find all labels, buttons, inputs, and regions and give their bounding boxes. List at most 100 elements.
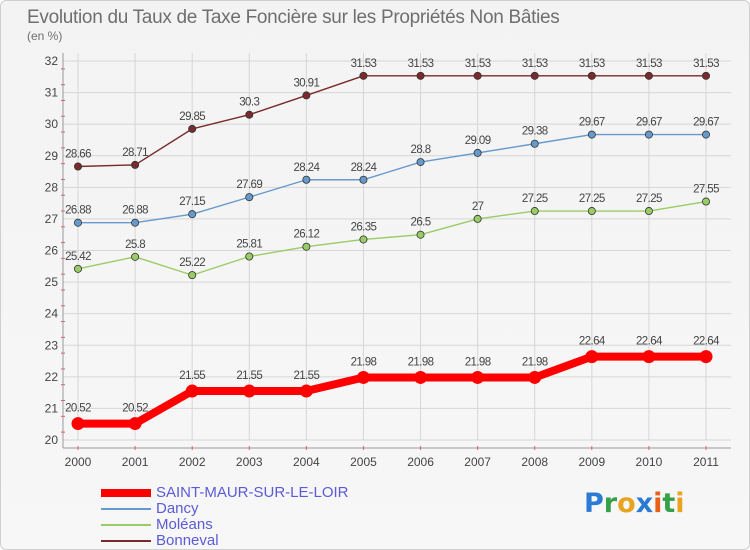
y-tick-label: 26 — [45, 244, 59, 258]
x-tick-label: 2003 — [236, 455, 263, 469]
logo-letter-i: i — [653, 488, 663, 519]
data-label-0: 21.98 — [351, 356, 377, 368]
series-point-1 — [74, 218, 83, 227]
legend-swatch-1 — [101, 508, 151, 510]
data-label-0: 22.64 — [693, 336, 720, 348]
y-tick-label: 30 — [45, 117, 59, 131]
series-point-3 — [702, 71, 711, 80]
logo-letter-t: t — [662, 488, 676, 519]
legend-item-1: Dancy — [101, 500, 401, 517]
series-point-0 — [185, 384, 199, 398]
data-label-0: 21.55 — [293, 370, 319, 382]
data-label-0: 21.98 — [408, 356, 434, 368]
data-label-2: 27.55 — [693, 184, 719, 196]
series-point-0 — [299, 384, 313, 398]
data-label-2: 27.25 — [522, 193, 548, 205]
data-label-0: 21.98 — [465, 356, 491, 368]
data-label-1: 27.69 — [236, 179, 262, 191]
series-point-3 — [644, 71, 653, 80]
logo-letter-r: r — [603, 488, 618, 519]
series-line-3 — [77, 75, 707, 168]
series-point-3 — [245, 110, 254, 119]
data-label-2: 25.8 — [125, 239, 145, 251]
data-label-2: 25.22 — [179, 257, 205, 269]
x-tick-label: 2002 — [179, 455, 206, 469]
data-label-0: 20.52 — [65, 403, 91, 415]
data-label-2: 26.5 — [411, 217, 431, 229]
series-point-3 — [473, 71, 482, 80]
legend-item-2: Moléans — [101, 516, 401, 533]
data-label-2: 26.35 — [351, 221, 377, 233]
series-line-2 — [77, 200, 707, 276]
series-point-2 — [416, 230, 425, 239]
data-label-1: 26.88 — [122, 205, 148, 217]
series-point-1 — [530, 139, 539, 148]
data-label-1: 29.09 — [465, 135, 491, 147]
data-label-3: 31.53 — [465, 58, 491, 70]
logo-letter-i-2: i — [675, 488, 685, 519]
series-point-1 — [302, 175, 311, 184]
data-label-3: 29.85 — [179, 111, 205, 123]
x-tick-label: 2006 — [407, 455, 434, 469]
series-point-3 — [302, 91, 311, 100]
data-label-2: 27.25 — [579, 193, 605, 205]
x-tick-label: 2011 — [693, 455, 719, 469]
series-point-3 — [359, 71, 368, 80]
data-label-0: 21.55 — [236, 370, 262, 382]
x-tick-label: 2000 — [65, 455, 92, 469]
data-label-2: 27.25 — [636, 193, 662, 205]
data-label-1: 29.67 — [579, 117, 605, 129]
data-label-1: 28.24 — [351, 162, 378, 174]
data-label-2: 26.12 — [293, 229, 319, 241]
proxiti-logo: Proxiti — [584, 488, 685, 519]
y-tick-label: 27 — [45, 212, 59, 226]
data-label-2: 25.42 — [65, 251, 91, 263]
data-label-2: 25.81 — [236, 239, 262, 251]
logo-letter-o: o — [617, 488, 636, 519]
y-tick-label: 31 — [45, 86, 59, 100]
chart-subtitle: (en %) — [27, 29, 63, 43]
data-label-0: 21.55 — [179, 370, 205, 382]
data-label-3: 31.53 — [636, 58, 662, 70]
series-point-0 — [242, 384, 256, 398]
data-label-1: 28.8 — [411, 144, 431, 156]
data-label-3: 28.66 — [65, 148, 91, 160]
legend-swatch-3 — [101, 540, 151, 542]
data-label-1: 26.88 — [65, 205, 91, 217]
legend-label-2: Moléans — [156, 516, 213, 533]
x-tick-label: 2007 — [464, 455, 491, 469]
series-point-0 — [528, 370, 542, 384]
data-label-0: 22.64 — [579, 336, 606, 348]
series-line-1 — [77, 133, 707, 224]
legend-swatch-2 — [101, 524, 151, 526]
series-point-3 — [74, 162, 83, 171]
data-label-0: 21.98 — [522, 356, 548, 368]
series-point-2 — [359, 235, 368, 244]
series-point-0 — [471, 370, 485, 384]
legend-item-3: Bonneval — [101, 532, 401, 549]
legend-swatch-0 — [101, 489, 151, 497]
data-label-3: 31.53 — [693, 58, 719, 70]
series-point-2 — [644, 207, 653, 216]
y-tick-label: 21 — [45, 401, 59, 415]
series-point-3 — [188, 124, 197, 133]
data-label-0: 22.64 — [636, 336, 663, 348]
x-tick-label: 2009 — [578, 455, 605, 469]
series-line-0 — [74, 352, 710, 428]
series-point-2 — [302, 242, 311, 251]
logo-letter-x: x — [635, 488, 654, 519]
series-point-2 — [131, 252, 140, 261]
series-point-2 — [587, 207, 596, 216]
y-tick-label: 25 — [45, 275, 59, 289]
legend-label-1: Dancy — [156, 500, 199, 517]
series-point-0 — [699, 350, 713, 364]
data-label-3: 31.53 — [351, 58, 377, 70]
y-tick-label: 28 — [45, 180, 59, 194]
series-point-1 — [644, 130, 653, 139]
series-point-0 — [585, 350, 599, 364]
legend-item-0: SAINT-MAUR-SUR-LE-LOIR — [101, 484, 401, 501]
series-point-2 — [702, 197, 711, 206]
series-point-0 — [71, 417, 85, 431]
